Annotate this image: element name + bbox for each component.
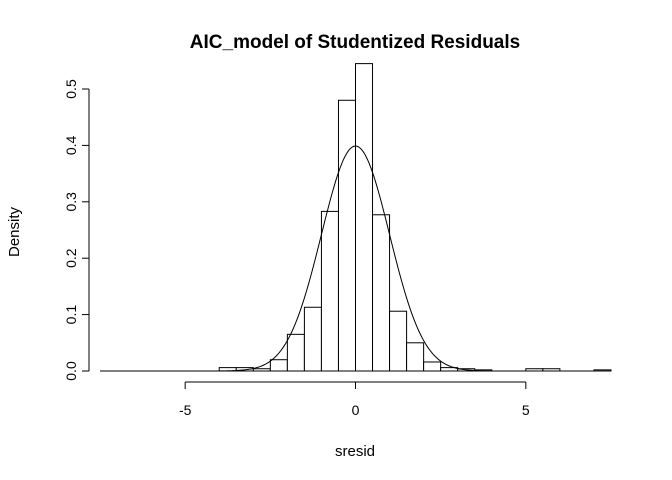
- histogram-bar-4: [286, 333, 305, 372]
- y-axis: 0.0 0.1 0.2 0.3 0.4 0.5: [63, 79, 90, 381]
- y-axis-title: Density: [6, 206, 23, 257]
- histogram-bar-7: [337, 99, 357, 372]
- histogram-bars: [218, 63, 612, 372]
- y-tick-label: 0.4: [63, 135, 79, 155]
- histogram-bar-5: [303, 306, 322, 372]
- y-tick-label: 0.2: [63, 248, 79, 268]
- x-tick-label: -5: [179, 402, 192, 418]
- x-tick-label: 0: [352, 402, 360, 418]
- histogram-bar-11: [406, 342, 425, 372]
- chart-title: AIC_model of Studentized Residuals: [190, 32, 520, 53]
- histogram-bar-3: [269, 359, 288, 372]
- y-tick-label: 0.1: [63, 305, 79, 325]
- y-tick-label: 0.0: [63, 361, 79, 381]
- x-axis-title: sresid: [335, 443, 375, 460]
- y-tick-label: 0.3: [63, 192, 79, 212]
- histogram-bar-6: [320, 210, 339, 372]
- histogram-bar-8: [355, 63, 374, 372]
- plot-area: [100, 63, 612, 372]
- histogram-bar-12: [423, 361, 442, 372]
- x-axis: -5 0 5: [179, 381, 530, 418]
- histogram-bar-9: [372, 214, 391, 372]
- x-tick-label: 5: [522, 402, 530, 418]
- histogram-bar-10: [389, 310, 408, 372]
- y-tick-label: 0.5: [63, 79, 79, 99]
